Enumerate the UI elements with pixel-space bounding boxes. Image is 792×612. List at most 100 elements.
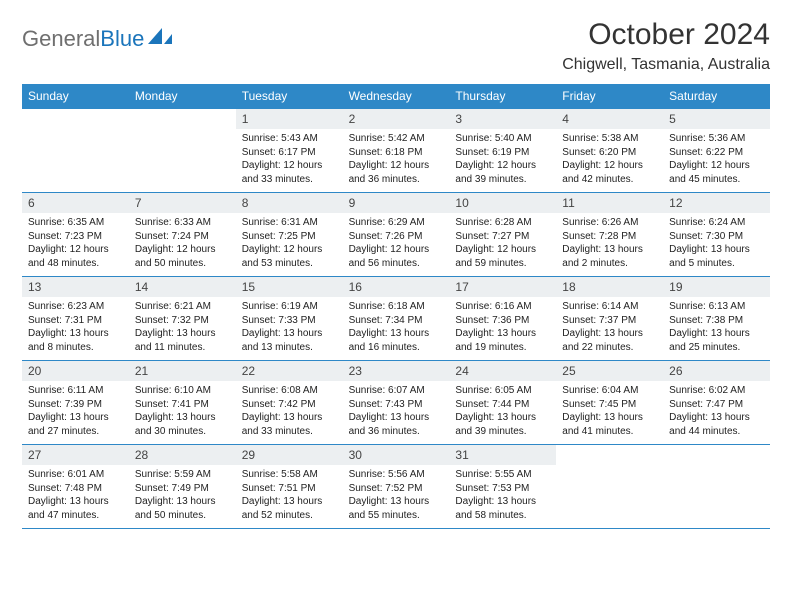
day-cell: 17Sunrise: 6:16 AMSunset: 7:36 PMDayligh…: [449, 277, 556, 360]
daylight-text: Daylight: 13 hours and 25 minutes.: [669, 327, 764, 354]
day-cell: 5Sunrise: 5:36 AMSunset: 6:22 PMDaylight…: [663, 109, 770, 192]
day-cell: 15Sunrise: 6:19 AMSunset: 7:33 PMDayligh…: [236, 277, 343, 360]
day-header-saturday: Saturday: [663, 84, 770, 109]
header: GeneralBlue October 2024 Chigwell, Tasma…: [22, 18, 770, 74]
day-details: Sunrise: 6:21 AMSunset: 7:32 PMDaylight:…: [129, 297, 236, 360]
day-number: 31: [449, 445, 556, 465]
daylight-text: Daylight: 13 hours and 11 minutes.: [135, 327, 230, 354]
sunrise-text: Sunrise: 6:08 AM: [242, 384, 337, 398]
day-details: Sunrise: 5:59 AMSunset: 7:49 PMDaylight:…: [129, 465, 236, 528]
day-cell: 31 Sunrise: 5:55 AMSunset: 7:53 PMDayligh…: [449, 445, 556, 528]
day-cell: 8Sunrise: 6:31 AMSunset: 7:25 PMDaylight…: [236, 193, 343, 276]
day-details: Sunrise: 5:56 AMSunset: 7:52 PMDaylight:…: [343, 465, 450, 528]
sunset-text: Sunset: 7:25 PM: [242, 230, 337, 244]
logo-sail-icon: [148, 28, 172, 44]
sunrise-text: Sunrise: 6:11 AM: [28, 384, 123, 398]
daylight-text: Daylight: 12 hours and 59 minutes.: [455, 243, 550, 270]
day-details: Sunrise: 6:33 AMSunset: 7:24 PMDaylight:…: [129, 213, 236, 276]
sunrise-text: Sunrise: 6:13 AM: [669, 300, 764, 314]
day-details: Sunrise: 6:16 AMSunset: 7:36 PMDaylight:…: [449, 297, 556, 360]
sunset-text: Sunset: 7:42 PM: [242, 398, 337, 412]
daylight-text: Daylight: 13 hours and 8 minutes.: [28, 327, 123, 354]
day-number: 26: [663, 361, 770, 381]
week-row: 6Sunrise: 6:35 AMSunset: 7:23 PMDaylight…: [22, 193, 770, 277]
daylight-text: Daylight: 13 hours and 22 minutes.: [562, 327, 657, 354]
sunrise-text: Sunrise: 6:29 AM: [349, 216, 444, 230]
sunset-text: Sunset: 6:19 PM: [455, 146, 550, 160]
day-number: 16: [343, 277, 450, 297]
daylight-text: Daylight: 13 hours and 27 minutes.: [28, 411, 123, 438]
sunrise-text: Sunrise: 6:02 AM: [669, 384, 764, 398]
sunrise-text: Sunrise: 6:28 AM: [455, 216, 550, 230]
day-number: 22: [236, 361, 343, 381]
sunset-text: Sunset: 6:20 PM: [562, 146, 657, 160]
sunrise-text: Sunrise: 5:55 AM: [455, 468, 550, 482]
day-number: 7: [129, 193, 236, 213]
day-details: Sunrise: 6:10 AMSunset: 7:41 PMDaylight:…: [129, 381, 236, 444]
day-number: 27: [22, 445, 129, 465]
sunset-text: Sunset: 7:33 PM: [242, 314, 337, 328]
week-row: 27Sunrise: 6:01 AMSunset: 7:48 PMDayligh…: [22, 445, 770, 529]
sunrise-text: Sunrise: 6:35 AM: [28, 216, 123, 230]
day-number: 17: [449, 277, 556, 297]
sunset-text: Sunset: 7:47 PM: [669, 398, 764, 412]
day-header-friday: Friday: [556, 84, 663, 109]
day-cell: 28Sunrise: 5:59 AMSunset: 7:49 PMDayligh…: [129, 445, 236, 528]
sunset-text: Sunset: 7:37 PM: [562, 314, 657, 328]
sunset-text: Sunset: 6:22 PM: [669, 146, 764, 160]
sunrise-text: Sunrise: 5:38 AM: [562, 132, 657, 146]
sunset-text: Sunset: 7:45 PM: [562, 398, 657, 412]
sunrise-text: Sunrise: 6:21 AM: [135, 300, 230, 314]
day-cell: [22, 109, 129, 192]
sunrise-text: Sunrise: 6:26 AM: [562, 216, 657, 230]
sunset-text: Sunset: 7:26 PM: [349, 230, 444, 244]
day-details: Sunrise: 6:19 AMSunset: 7:33 PMDaylight:…: [236, 297, 343, 360]
day-cell: 20 Sunrise: 6:11 AMSunset: 7:39 PMDayligh…: [22, 361, 129, 444]
month-title: October 2024: [562, 18, 770, 52]
sunset-text: Sunset: 7:34 PM: [349, 314, 444, 328]
day-cell: 13Sunrise: 6:23 AMSunset: 7:31 PMDayligh…: [22, 277, 129, 360]
sunset-text: Sunset: 7:48 PM: [28, 482, 123, 496]
sunrise-text: Sunrise: 6:10 AM: [135, 384, 230, 398]
day-cell: 30Sunrise: 5:56 AMSunset: 7:52 PMDayligh…: [343, 445, 450, 528]
logo-word1: General: [22, 26, 100, 51]
day-number: 18: [556, 277, 663, 297]
daylight-text: Daylight: 13 hours and 19 minutes.: [455, 327, 550, 354]
day-header-sunday: Sunday: [22, 84, 129, 109]
day-details: Sunrise: 6:05 AMSunset: 7:44 PMDaylight:…: [449, 381, 556, 444]
day-number: 19: [663, 277, 770, 297]
sunrise-text: Sunrise: 5:43 AM: [242, 132, 337, 146]
day-cell: 27Sunrise: 6:01 AMSunset: 7:48 PMDayligh…: [22, 445, 129, 528]
sunset-text: Sunset: 6:18 PM: [349, 146, 444, 160]
day-cell: 16Sunrise: 6:18 AMSunset: 7:34 PMDayligh…: [343, 277, 450, 360]
day-cell: 2Sunrise: 5:42 AMSunset: 6:18 PMDaylight…: [343, 109, 450, 192]
day-details: Sunrise: 5:58 AMSunset: 7:51 PMDaylight:…: [236, 465, 343, 528]
day-cell: 12Sunrise: 6:24 AMSunset: 7:30 PMDayligh…: [663, 193, 770, 276]
logo: GeneralBlue: [22, 18, 172, 52]
day-number: 20: [22, 361, 129, 381]
daylight-text: Daylight: 13 hours and 58 minutes.: [455, 495, 550, 522]
sunset-text: Sunset: 7:39 PM: [28, 398, 123, 412]
sunrise-text: Sunrise: 5:40 AM: [455, 132, 550, 146]
week-row: 13Sunrise: 6:23 AMSunset: 7:31 PMDayligh…: [22, 277, 770, 361]
day-number: 15: [236, 277, 343, 297]
day-cell: 26Sunrise: 6:02 AMSunset: 7:47 PMDayligh…: [663, 361, 770, 444]
sunset-text: Sunset: 7:53 PM: [455, 482, 550, 496]
day-header-row: SundayMondayTuesdayWednesdayThursdayFrid…: [22, 84, 770, 109]
day-cell: 21Sunrise: 6:10 AMSunset: 7:41 PMDayligh…: [129, 361, 236, 444]
day-details: Sunrise: 6:01 AMSunset: 7:48 PMDaylight:…: [22, 465, 129, 528]
day-cell: 18Sunrise: 6:14 AMSunset: 7:37 PMDayligh…: [556, 277, 663, 360]
day-cell: 24Sunrise: 6:05 AMSunset: 7:44 PMDayligh…: [449, 361, 556, 444]
day-number: 29: [236, 445, 343, 465]
day-cell: 11Sunrise: 6:26 AMSunset: 7:28 PMDayligh…: [556, 193, 663, 276]
day-number: 30: [343, 445, 450, 465]
day-details: Sunrise: 6:29 AMSunset: 7:26 PMDaylight:…: [343, 213, 450, 276]
day-cell: [556, 445, 663, 528]
day-details: Sunrise: 6:14 AMSunset: 7:37 PMDaylight:…: [556, 297, 663, 360]
sunset-text: Sunset: 7:52 PM: [349, 482, 444, 496]
day-number: 28: [129, 445, 236, 465]
daylight-text: Daylight: 12 hours and 50 minutes.: [135, 243, 230, 270]
day-number: 5: [663, 109, 770, 129]
sunset-text: Sunset: 7:41 PM: [135, 398, 230, 412]
day-header-thursday: Thursday: [449, 84, 556, 109]
